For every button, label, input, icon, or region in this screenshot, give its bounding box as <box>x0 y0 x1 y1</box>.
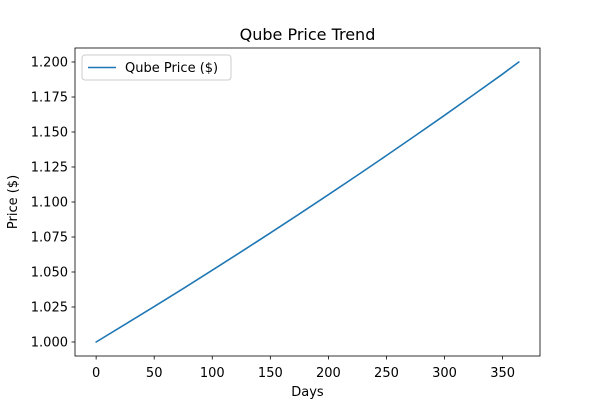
y-axis-ticks: 1.000 1.025 1.050 1.075 1.100 1.125 1.150 1.175… <box>31 56 75 351</box>
y-axis-label: Price ($) <box>6 175 21 229</box>
x-tick-label: 0 <box>92 366 100 381</box>
chart-title: Qube Price Trend <box>240 25 376 44</box>
x-tick-label: 200 <box>316 366 341 381</box>
y-tick-label: 1.125 <box>31 161 68 176</box>
x-axis-ticks: 0 50 100 150 200 250 300 350 <box>92 356 515 381</box>
plot-series <box>95 61 520 343</box>
y-tick-label: 1.000 <box>31 336 68 351</box>
legend-label: Qube Price ($) <box>125 61 218 76</box>
x-tick-label: 250 <box>374 366 399 381</box>
x-tick-label: 350 <box>490 366 515 381</box>
plot-frame <box>74 47 541 357</box>
x-tick-label: 150 <box>258 366 283 381</box>
x-axis-label: Days <box>291 385 324 400</box>
y-tick-label: 1.025 <box>31 301 68 316</box>
x-tick-label: 100 <box>200 366 225 381</box>
y-tick-label: 1.175 <box>31 91 68 106</box>
y-tick-label: 1.200 <box>31 56 68 71</box>
x-tick-label: 50 <box>146 366 163 381</box>
series-line <box>95 61 520 343</box>
y-tick-label: 1.150 <box>31 126 68 141</box>
y-tick-label: 1.075 <box>31 231 68 246</box>
legend: Qube Price ($) <box>81 54 232 81</box>
y-tick-label: 1.100 <box>31 196 68 211</box>
x-tick-label: 300 <box>432 366 457 381</box>
y-tick-label: 1.050 <box>31 266 68 281</box>
legend-box <box>81 54 232 81</box>
